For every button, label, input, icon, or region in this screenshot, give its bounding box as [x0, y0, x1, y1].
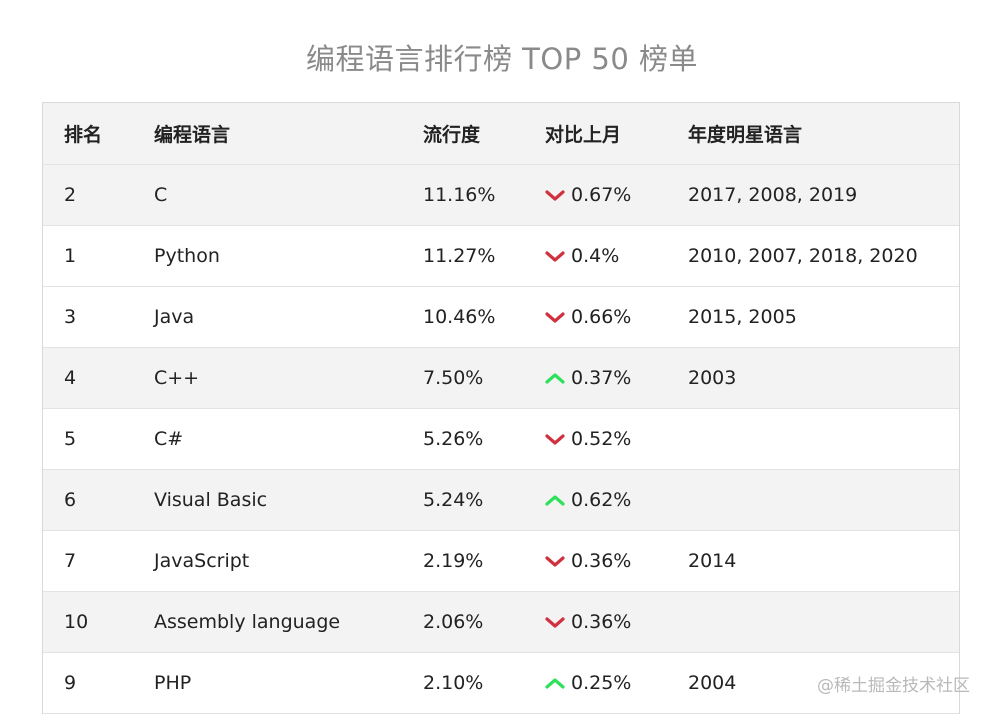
change-value: 0.62%	[571, 489, 632, 511]
table-row: 6 Visual Basic 5.24% 0.62%	[43, 470, 959, 531]
popularity-cell: 2.10%	[423, 672, 484, 694]
change-cell: 0.67%	[545, 165, 631, 225]
arrow-down-icon	[545, 617, 565, 628]
watermark: @稀土掘金技术社区	[817, 676, 970, 696]
popularity-cell: 2.19%	[423, 550, 484, 572]
header-change: 对比上月	[545, 124, 622, 146]
rank-cell: 3	[64, 306, 77, 328]
change-value: 0.66%	[571, 306, 632, 328]
page-title: 编程语言排行榜 TOP 50 榜单	[305, 42, 699, 76]
language-cell: C	[154, 184, 168, 206]
arrow-up-icon	[545, 495, 565, 506]
popularity-cell: 7.50%	[423, 367, 484, 389]
popularity-cell: 10.46%	[423, 306, 496, 328]
popularity-cell: 5.26%	[423, 428, 484, 450]
arrow-down-icon	[545, 312, 565, 323]
star-years-cell: 2014	[688, 550, 737, 572]
popularity-cell: 2.06%	[423, 611, 484, 633]
change-value: 0.52%	[571, 428, 632, 450]
star-years-cell: 2017, 2008, 2019	[688, 184, 858, 206]
star-years-cell: 2003	[688, 367, 737, 389]
change-cell: 0.25%	[545, 653, 631, 713]
change-value: 0.36%	[571, 611, 632, 633]
arrow-down-icon	[545, 434, 565, 445]
table-row: 2 C 11.16% 0.67% 2017, 2008, 2019	[43, 165, 959, 226]
language-cell: C#	[154, 428, 184, 450]
header-star-years: 年度明星语言	[688, 124, 803, 146]
table-row: 7 JavaScript 2.19% 0.36% 2014	[43, 531, 959, 592]
arrow-down-icon	[545, 190, 565, 201]
change-cell: 0.52%	[545, 409, 631, 469]
change-value: 0.37%	[571, 367, 632, 389]
change-value: 0.36%	[571, 550, 632, 572]
change-cell: 0.66%	[545, 287, 631, 347]
header-rank: 排名	[64, 124, 103, 146]
change-cell: 0.4%	[545, 226, 619, 286]
change-cell: 0.36%	[545, 592, 631, 652]
arrow-up-icon	[545, 373, 565, 384]
rank-cell: 1	[64, 245, 77, 267]
table-row: 4 C++ 7.50% 0.37% 2003	[43, 348, 959, 409]
language-cell: Java	[154, 306, 195, 328]
language-cell: Assembly language	[154, 611, 341, 633]
change-value: 0.25%	[571, 672, 632, 694]
ranking-table: 排名 编程语言 流行度 对比上月 年度明星语言 2 C 11.16% 0.67% 201…	[42, 102, 960, 714]
header-popularity: 流行度	[423, 124, 481, 146]
arrow-down-icon	[545, 251, 565, 262]
popularity-cell: 11.27%	[423, 245, 496, 267]
change-value: 0.67%	[571, 184, 632, 206]
star-years-cell: 2010, 2007, 2018, 2020	[688, 245, 918, 267]
rank-cell: 9	[64, 672, 77, 694]
table-row: 10 Assembly language 2.06% 0.36%	[43, 592, 959, 653]
language-cell: JavaScript	[154, 550, 250, 572]
table-row: 1 Python 11.27% 0.4% 2010, 2007, 2018, 2020	[43, 226, 959, 287]
header-language: 编程语言	[154, 124, 231, 146]
arrow-down-icon	[545, 556, 565, 567]
popularity-cell: 11.16%	[423, 184, 496, 206]
change-value: 0.4%	[571, 245, 620, 267]
rank-cell: 2	[64, 184, 77, 206]
change-cell: 0.36%	[545, 531, 631, 591]
rank-cell: 4	[64, 367, 77, 389]
table-row: 5 C# 5.26% 0.52%	[43, 409, 959, 470]
arrow-up-icon	[545, 678, 565, 689]
table-row: 3 Java 10.46% 0.66% 2015, 2005	[43, 287, 959, 348]
rank-cell: 6	[64, 489, 77, 511]
language-cell: PHP	[154, 672, 192, 694]
language-cell: Python	[154, 245, 220, 267]
star-years-cell: 2015, 2005	[688, 306, 797, 328]
rank-cell: 10	[64, 611, 89, 633]
language-cell: Visual Basic	[154, 489, 268, 511]
popularity-cell: 5.24%	[423, 489, 484, 511]
table-header: 排名 编程语言 流行度 对比上月 年度明星语言	[43, 103, 959, 165]
language-cell: C++	[154, 367, 200, 389]
change-cell: 0.37%	[545, 348, 631, 408]
change-cell: 0.62%	[545, 470, 631, 530]
rank-cell: 5	[64, 428, 77, 450]
rank-cell: 7	[64, 550, 77, 572]
star-years-cell: 2004	[688, 672, 737, 694]
